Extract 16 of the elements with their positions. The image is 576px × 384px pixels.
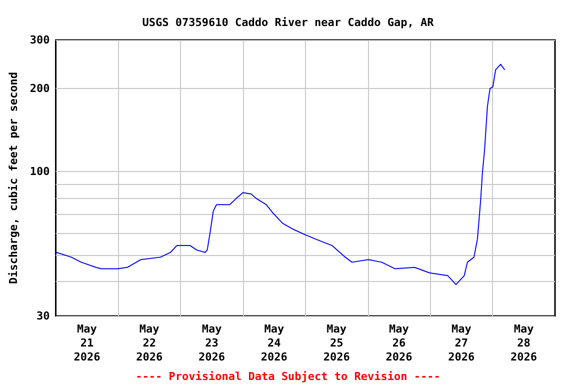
x-tick-label: May 25 2026 <box>323 322 350 364</box>
x-tick-label: May 24 2026 <box>260 322 288 364</box>
y-axis-title: Discharge, cubic feet per second <box>7 72 20 284</box>
text: ---- Provisional Data Subject to Revision ---- <box>136 370 440 383</box>
x-tick-label: May 28 2026 <box>510 322 538 364</box>
y-tick-label: 100 <box>30 165 50 178</box>
x-tick-label: May 23 2026 <box>198 322 226 364</box>
x-tick-label: May 22 2026 <box>136 322 163 364</box>
x-tick-label: May 21 2026 <box>74 322 101 364</box>
x-tick-label: May 26 2026 <box>386 322 413 364</box>
x-tick-label: May 27 2026 <box>448 322 476 364</box>
line-series <box>56 64 506 286</box>
y-tick-label: 200 <box>30 82 50 96</box>
y-tick-label: 300 <box>30 34 50 46</box>
chart-title: USGS 07359610 Caddo River near Caddo Gap, AR <box>142 16 434 29</box>
y-tick-label: 30 <box>36 310 50 322</box>
